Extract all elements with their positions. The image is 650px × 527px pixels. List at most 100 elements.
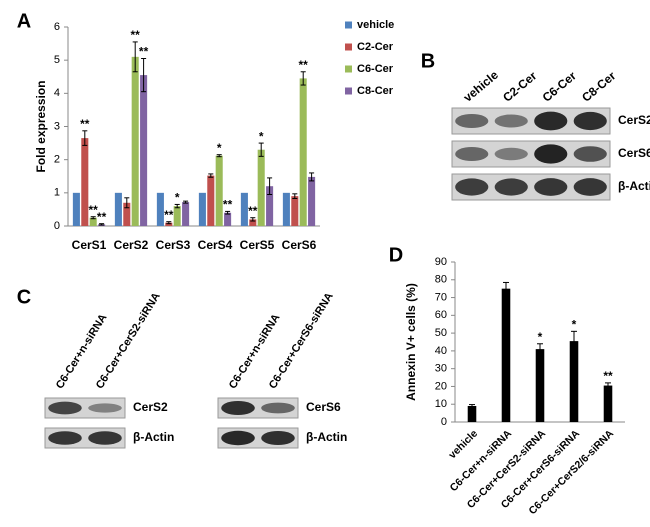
y-tick-label: 40 <box>435 345 447 357</box>
bar <box>249 219 257 226</box>
y-tick-label: 5 <box>54 54 60 66</box>
bar <box>198 192 206 226</box>
significance-label: ** <box>299 58 309 72</box>
blot-band <box>455 146 489 162</box>
bar <box>215 155 223 226</box>
bar <box>535 349 545 422</box>
y-tick-label: 1 <box>54 187 60 199</box>
y-tick-label: 30 <box>435 363 447 375</box>
bar <box>182 202 190 226</box>
x-tick-label: CerS3 <box>156 238 191 252</box>
row-label: CerS6 <box>618 146 650 160</box>
y-axis-label: Fold expression <box>34 80 48 172</box>
blot-band <box>455 178 489 196</box>
y-tick-label: 70 <box>435 291 447 303</box>
bar <box>114 192 122 226</box>
bar <box>123 202 131 226</box>
legend-swatch <box>345 65 352 73</box>
lane-label: vehicle <box>461 68 501 105</box>
blot-band <box>88 403 122 413</box>
bar <box>207 175 215 226</box>
bar <box>224 212 232 226</box>
bar <box>165 222 173 226</box>
bar <box>72 192 80 226</box>
x-tick-label: C6-Cer+n-siRNA <box>448 427 515 494</box>
blot-band <box>221 430 255 446</box>
bar <box>603 385 613 422</box>
row-label: CerS6 <box>306 400 341 414</box>
bar <box>299 78 307 227</box>
y-tick-label: 2 <box>54 154 60 166</box>
bar <box>89 217 97 226</box>
lane-label: C6-Cer+CerS2-siRNA <box>94 291 163 392</box>
blot-band <box>261 402 295 414</box>
significance-label: ** <box>139 45 149 59</box>
bar <box>131 56 139 226</box>
blot-band <box>494 147 528 161</box>
y-tick-label: 0 <box>54 220 60 232</box>
blot-band <box>494 114 528 128</box>
bar <box>240 192 248 226</box>
blot-band <box>534 111 568 131</box>
blot-band <box>88 431 122 445</box>
row-label: CerS2 <box>133 400 168 414</box>
blot-band <box>534 178 568 196</box>
significance-label: * <box>259 129 264 143</box>
blot-band <box>48 401 82 415</box>
legend-label: C2-Cer <box>357 41 394 53</box>
y-tick-label: 10 <box>435 398 447 410</box>
x-tick-label: CerS2 <box>114 238 149 252</box>
x-tick-label: CerS1 <box>72 238 107 252</box>
blot-band <box>221 401 255 415</box>
bar <box>282 192 290 226</box>
bar <box>569 341 579 422</box>
lane-label: C8-Cer <box>579 69 618 105</box>
x-tick-label: vehicle <box>446 427 480 461</box>
bar <box>501 288 511 422</box>
legend-label: vehicle <box>357 19 394 31</box>
bar <box>257 149 265 226</box>
row-label: CerS2 <box>618 113 650 127</box>
legend-swatch <box>345 21 352 29</box>
y-tick-label: 0 <box>441 416 447 428</box>
blot-band <box>455 113 489 129</box>
significance-label: * <box>572 318 577 332</box>
significance-label: * <box>175 191 180 205</box>
significance-label: * <box>538 330 543 344</box>
bar <box>308 176 316 226</box>
panel-label: B <box>421 50 435 72</box>
y-tick-label: 3 <box>54 120 60 132</box>
significance-label: ** <box>89 203 99 217</box>
y-tick-label: 6 <box>54 21 60 33</box>
y-tick-label: 50 <box>435 327 447 339</box>
significance-label: ** <box>248 204 258 218</box>
row-label: β-Actin <box>306 430 347 444</box>
significance-label: ** <box>97 210 107 224</box>
y-tick-label: 80 <box>435 274 447 286</box>
bar <box>140 75 148 226</box>
y-tick-label: 90 <box>435 256 447 268</box>
lane-label: C6-Cer+CerS6-siRNA <box>267 291 336 392</box>
y-tick-label: 60 <box>435 309 447 321</box>
significance-label: ** <box>80 117 90 131</box>
blot-band <box>573 178 607 196</box>
significance-label: ** <box>164 208 174 222</box>
bar <box>81 138 89 226</box>
blot-band <box>48 431 82 445</box>
significance-label: * <box>217 141 222 155</box>
panel-label: D <box>389 244 403 266</box>
lane-label: C6-Cer <box>540 69 579 105</box>
bar <box>291 196 299 226</box>
panel-label: C <box>17 286 31 308</box>
y-tick-label: 4 <box>54 87 60 99</box>
blot-band <box>573 146 607 162</box>
x-tick-label: CerS6 <box>282 238 317 252</box>
panel-label: A <box>17 10 31 32</box>
blot-band <box>494 178 528 196</box>
bar <box>173 206 181 226</box>
x-tick-label: CerS4 <box>198 238 233 252</box>
legend-label: C6-Cer <box>357 63 394 75</box>
bar <box>467 406 477 422</box>
bar <box>156 192 164 226</box>
